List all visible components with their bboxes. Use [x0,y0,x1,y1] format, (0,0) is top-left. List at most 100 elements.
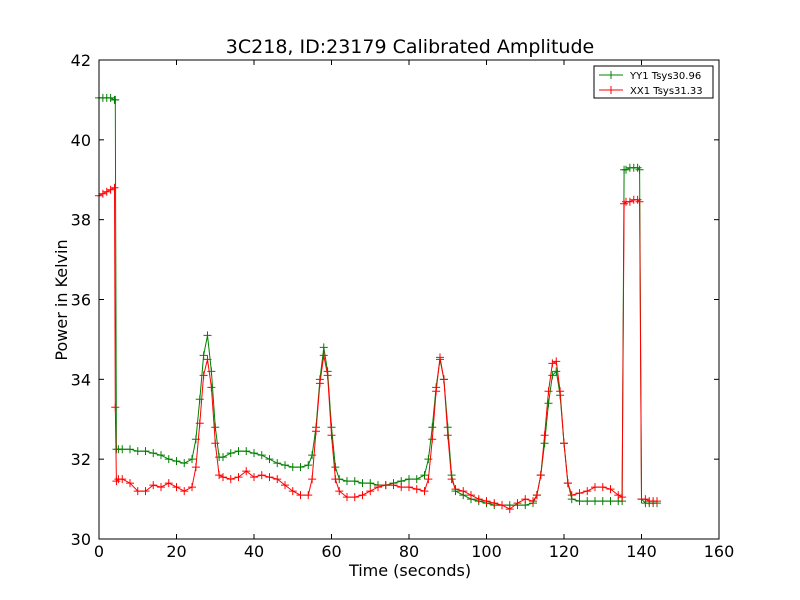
data-point [405,475,413,484]
x-tick-label: 20 [166,542,186,561]
data-point [112,477,121,486]
data-point [319,343,328,352]
data-point [180,487,189,496]
data-point [288,463,297,472]
data-point [126,445,134,454]
data-point [242,447,251,456]
legend-label: XX1 Tsys31.33 [630,86,703,97]
data-point [281,481,289,490]
data-point [250,449,258,458]
data-point [157,483,165,492]
data-point [548,371,557,380]
y-tick-label: 30 [71,530,91,549]
series-layer [95,93,661,514]
data-point [273,475,282,484]
data-point [529,497,537,506]
data-point [195,419,204,428]
data-point [633,163,642,172]
data-point [366,479,375,488]
data-point [505,505,514,514]
data-point [257,451,266,460]
data-point [180,459,189,468]
data-point [591,483,599,492]
data-point [381,481,390,490]
data-point [315,379,324,388]
data-point [389,481,398,490]
data-point [250,473,258,482]
data-point [625,197,634,206]
data-point [110,183,119,192]
data-point [191,463,200,472]
data-point [405,483,413,492]
data-point [583,487,592,496]
x-tick-label: 0 [94,542,104,561]
data-point [424,475,433,484]
data-point [635,197,644,206]
data-point [312,427,320,436]
data-point [467,491,475,500]
data-point [575,497,584,506]
data-point [149,449,158,458]
data-point [111,403,120,412]
data-point [273,459,282,468]
data-point [164,455,173,464]
data-point [141,447,150,456]
data-point [331,475,340,484]
data-point [118,475,127,484]
data-point [498,501,506,510]
series-markers-1 [95,183,661,514]
series-markers-0 [95,93,661,510]
legend-box [593,65,714,99]
data-point [583,497,592,506]
x-tick-label: 80 [399,542,419,561]
data-point [281,461,289,470]
data-point [149,481,158,490]
data-point [443,431,452,440]
data-point [343,493,351,502]
data-point [188,455,196,464]
data-point [98,189,107,198]
data-point [319,351,328,360]
data-point [234,473,243,482]
data-point [308,475,317,484]
data-point [482,497,491,506]
y-tick-label: 32 [71,450,91,469]
data-point [172,457,181,466]
data-point [106,93,115,102]
data-point [420,471,429,480]
data-point [641,495,650,504]
plot-area [95,59,720,540]
data-point [412,485,421,494]
data-point [633,195,642,204]
data-point [436,353,444,362]
data-point [635,165,644,174]
data-point [207,383,216,392]
data-point [548,359,557,368]
data-point [118,445,127,454]
data-point [126,479,134,488]
data-point [374,483,382,492]
data-point [397,483,406,492]
x-tick-label: 100 [471,542,502,561]
x-axis-ticks: 0 20 40 60 80 100 120 140 160 [94,60,734,561]
data-point [521,495,530,504]
y-tick-label: 38 [71,211,91,230]
data-point [335,487,344,496]
x-tick-label: 40 [244,542,264,561]
data-point [544,387,553,396]
chart-title: 3C218, ID:23179 Calibrated Amplitude [226,36,594,58]
data-point [474,495,483,504]
x-axis-label: Time (seconds) [348,561,471,580]
data-point [350,477,359,486]
data-point [451,485,460,494]
data-point [296,463,305,472]
data-point [111,95,120,104]
data-point [133,447,142,456]
data-point [606,485,615,494]
data-point [591,497,599,506]
data-point [102,187,111,196]
data-point [540,431,549,440]
data-point [296,491,305,500]
data-point [432,387,441,396]
data-point [620,199,629,208]
